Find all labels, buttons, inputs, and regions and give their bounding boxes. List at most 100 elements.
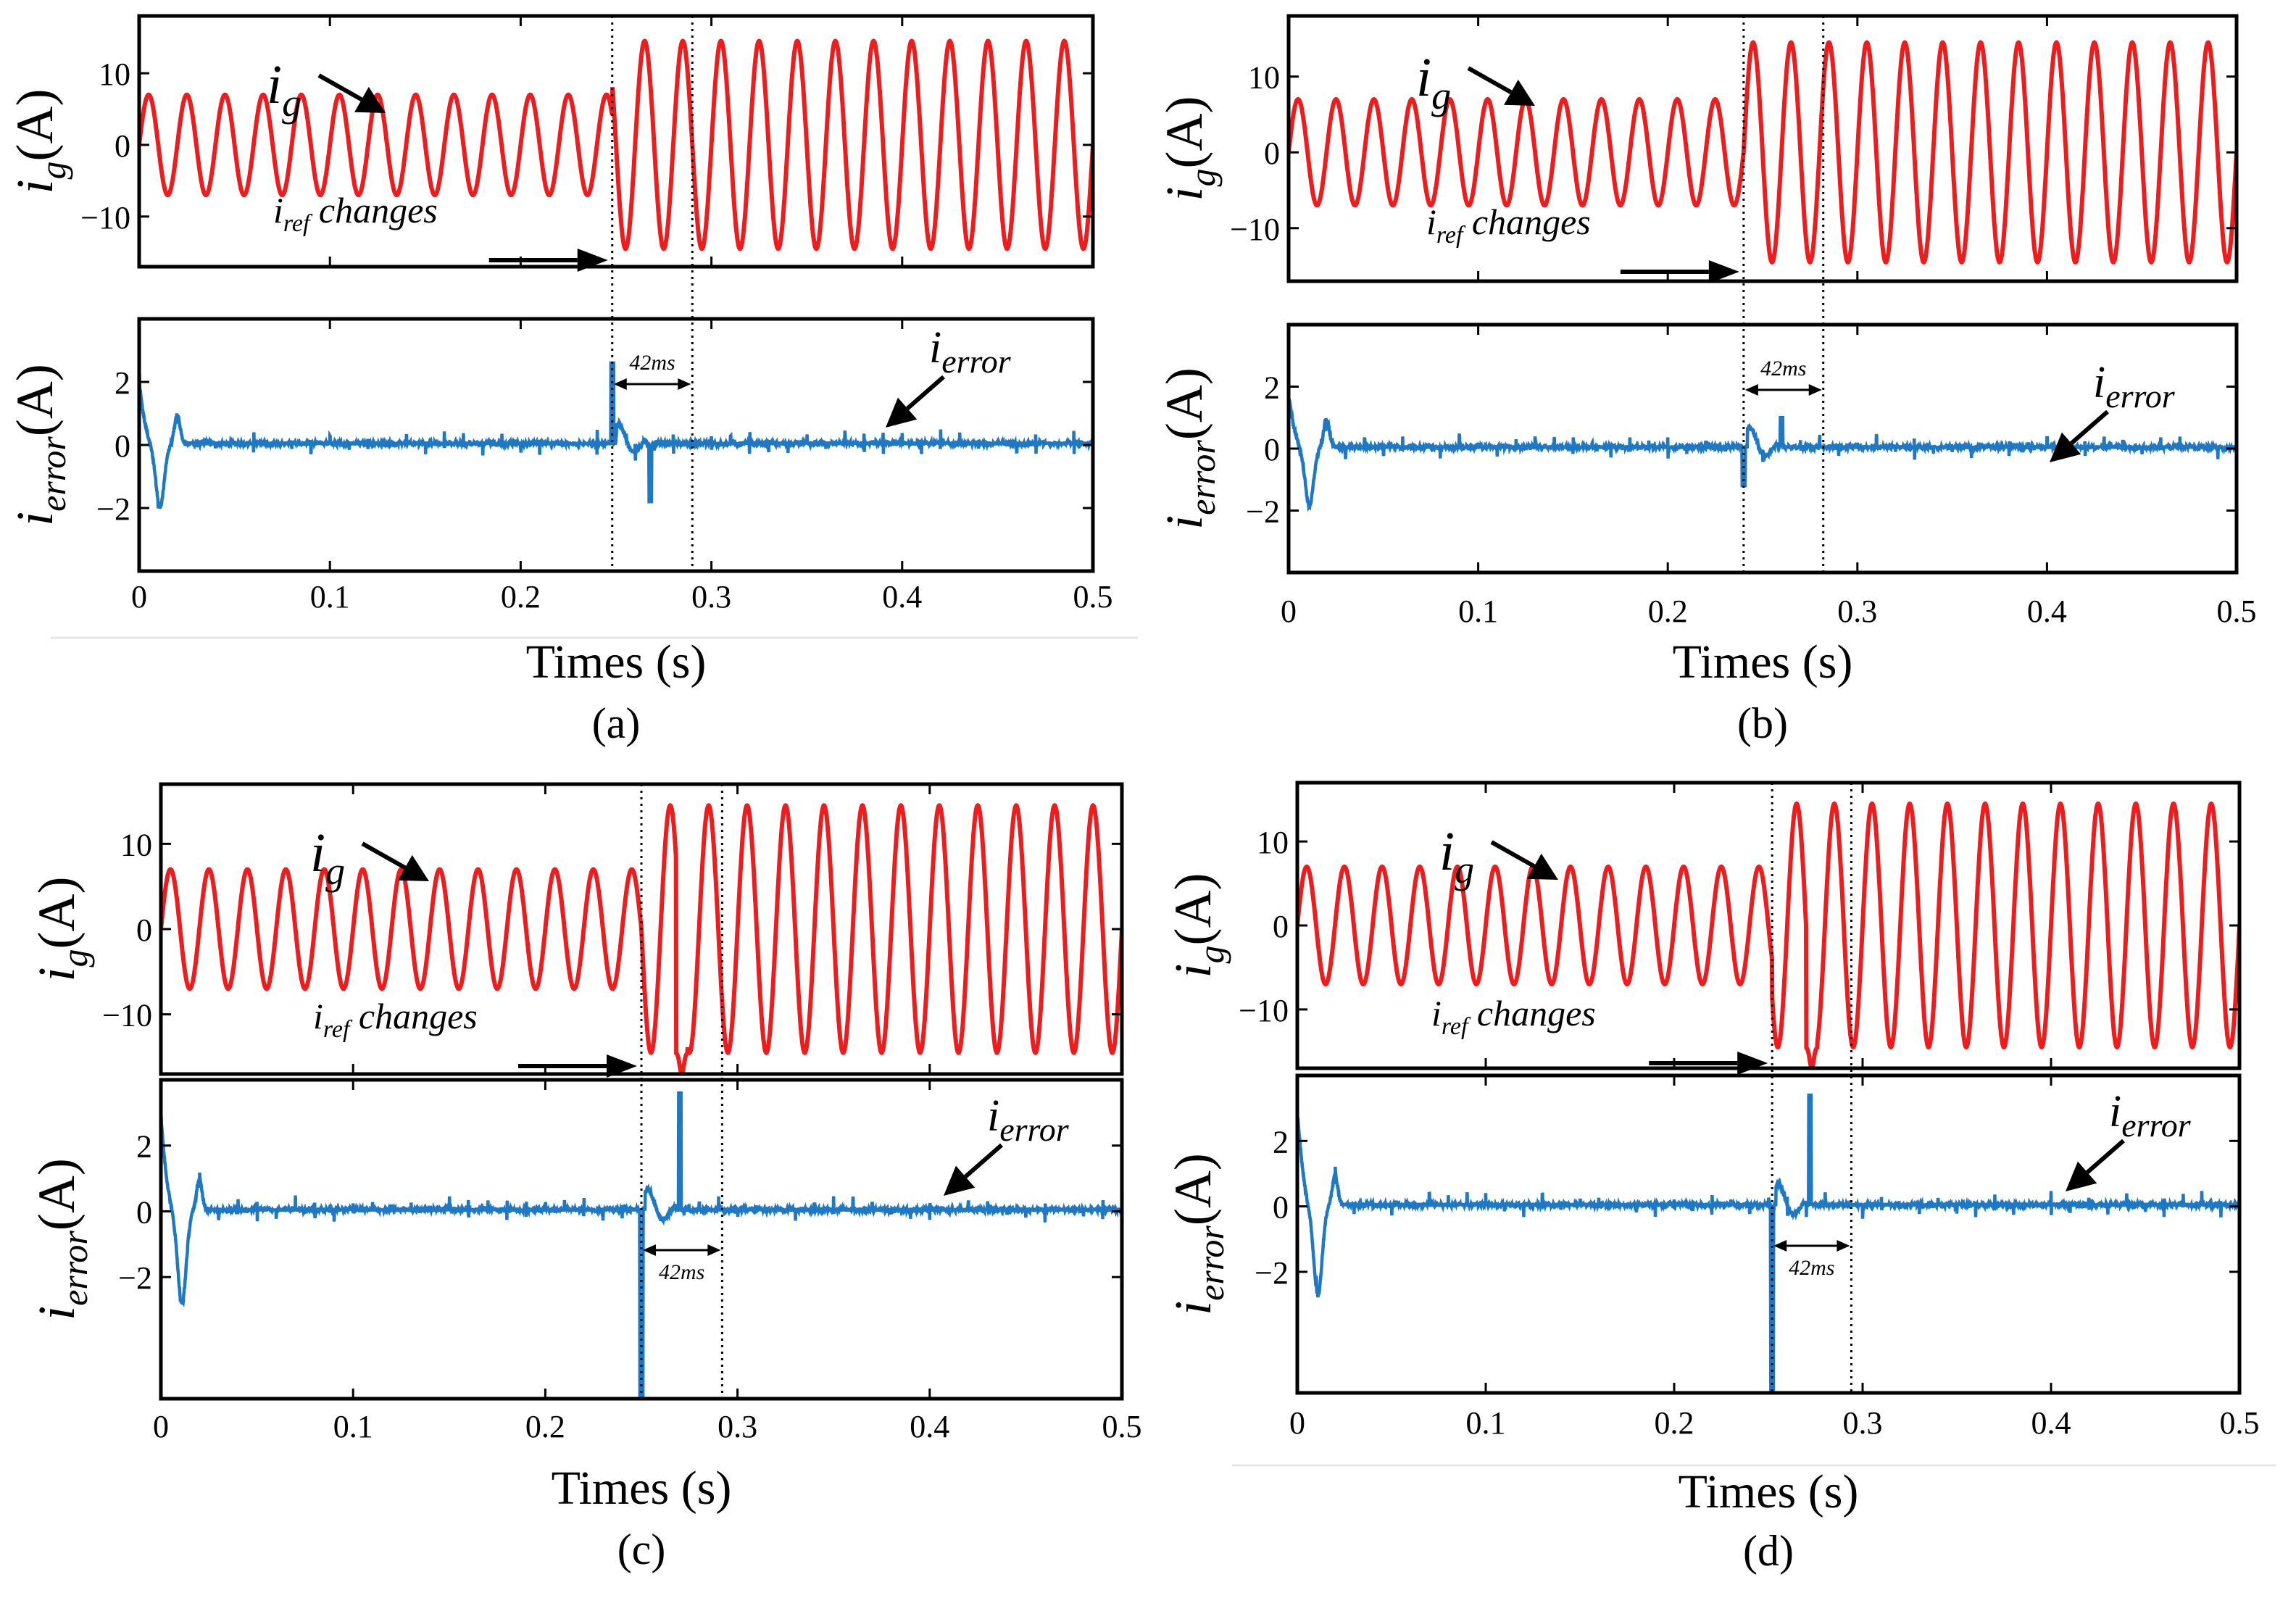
ierror-series-line — [1297, 1093, 2239, 1391]
top-ylabel-sub: g — [1182, 168, 1223, 186]
xtick-label: 0 — [153, 1409, 169, 1444]
xtick-label: 0.2 — [1648, 594, 1688, 629]
bottom-ylabel: ierror(A) — [1155, 367, 1223, 530]
iref-sub: ref — [283, 210, 313, 237]
xtick-label: 0.5 — [1073, 579, 1113, 615]
duration-arrow-head-left — [643, 1244, 656, 1256]
bottom-ylabel-main: i — [1155, 515, 1213, 530]
iref-changes-arrow-head — [1737, 1052, 1768, 1075]
panel-caption: (a) — [592, 699, 641, 747]
panel-caption: (c) — [617, 1526, 666, 1573]
iref-changes-arrow — [488, 249, 608, 272]
top-ytick-label: 0 — [1273, 909, 1289, 944]
top-ylabel-text: ig(A) — [1155, 96, 1223, 201]
iref-changes-text: iref changes — [313, 996, 478, 1043]
xtick-label: 0.5 — [1102, 1409, 1142, 1444]
ig-annotation-label: ig — [1439, 821, 1474, 891]
top-ytick-label: −10 — [1230, 212, 1280, 247]
iref-changes-text: iref changes — [1431, 993, 1596, 1040]
iref-changes-arrow-head — [1708, 260, 1739, 283]
ierror-main: i — [929, 323, 941, 373]
xtick-label: 0.4 — [882, 579, 922, 615]
ierror-annotation-label: ierror — [2109, 1087, 2192, 1144]
duration-label: 42ms — [1789, 1256, 1834, 1280]
ig-annotation-arrow-head — [1504, 79, 1535, 106]
top-ylabel-rest: (A) — [1164, 873, 1222, 946]
ierror-annotation-label: ierror — [2093, 358, 2176, 415]
ierror-series-line — [1289, 389, 2237, 512]
xtick-label: 0.2 — [525, 1409, 565, 1444]
xtick-label: 0 — [131, 579, 147, 615]
xtick-label: 0.3 — [691, 579, 731, 615]
iref-sub: ref — [1442, 1013, 1471, 1040]
bottom-ylabel-text: ierror(A) — [1155, 367, 1223, 530]
bottom-ylabel-text: ierror(A) — [6, 364, 73, 526]
ierror-sub: error — [2105, 378, 2176, 415]
top-ylabel-main: i — [6, 179, 64, 193]
iref-changes-arrow-head — [577, 249, 608, 272]
bottom-ytick-label: −2 — [96, 491, 130, 527]
ierror-annotation-text: ierror — [2093, 358, 2176, 415]
bottom-ylabel-rest: (A) — [28, 1158, 86, 1231]
bottom-ylabel-sub: error — [33, 436, 73, 512]
ierror-annotation-arrow — [886, 375, 945, 428]
bottom-ylabel: ierror(A) — [6, 364, 73, 526]
xtick-label: 0.3 — [1837, 594, 1877, 629]
duration-arrow-head-right — [1808, 384, 1822, 396]
top-ylabel-text: ig(A) — [28, 877, 95, 982]
duration-arrow-head-left — [613, 378, 627, 390]
top-axes-frame — [1286, 14, 2239, 283]
top-ylabel: ig(A) — [6, 89, 73, 194]
xtick-label: 0 — [1281, 594, 1297, 629]
top-ylabel-rest: (A) — [6, 89, 64, 162]
ig-annotation-arrow-head — [398, 854, 429, 881]
iref-changes-label: iref changes — [1426, 201, 1591, 249]
ierror-annotation-arrow — [944, 1143, 1003, 1196]
top-ytick-label: −10 — [80, 200, 130, 236]
bottom-ytick-label: −2 — [118, 1260, 152, 1296]
bottom-ylabel: ierror(A) — [1164, 1153, 1231, 1315]
duration-arrow-head-left — [1744, 384, 1758, 396]
ierror-annotation-arrow — [2050, 409, 2109, 462]
xtick-label: 0 — [1289, 1405, 1305, 1441]
iref-sub: ref — [1436, 222, 1466, 249]
ierror-annotation-arrow-shaft — [2086, 1139, 2125, 1174]
iref-changes-label: iref changes — [1431, 993, 1596, 1040]
iref-main: i — [1431, 993, 1442, 1033]
iref-rest: changes — [1468, 993, 1595, 1033]
duration-arrow — [643, 1244, 721, 1256]
duration-label: 42ms — [659, 1260, 704, 1284]
ierror-sub: error — [999, 1111, 1070, 1148]
duration-arrow-head-right — [1837, 1240, 1850, 1252]
ig-annotation-sub: g — [325, 849, 345, 893]
iref-changes-text: iref changes — [1426, 201, 1591, 249]
top-ylabel-sub: g — [33, 161, 73, 179]
bottom-ytick-label: 2 — [136, 1129, 152, 1165]
ierror-annotation-arrow-head — [2066, 1161, 2097, 1191]
duration-label: 42ms — [629, 351, 675, 375]
ig-annotation-main: i — [1416, 47, 1431, 108]
ierror-annotation-text: ierror — [987, 1091, 1070, 1148]
ierror-sub: error — [941, 343, 1012, 380]
ierror-annotation-text: ierror — [929, 323, 1012, 380]
xtick-label: 0.1 — [1466, 1405, 1506, 1441]
xaxis-label: Times (s) — [552, 1462, 732, 1515]
ig-annotation-label: ig — [310, 823, 345, 893]
xaxis-label: Times (s) — [1679, 1465, 1859, 1518]
ierror-annotation-arrow-shaft — [906, 375, 945, 410]
top-ytick-label: 0 — [115, 128, 130, 164]
ig-annotation-arrow — [1467, 66, 1535, 106]
xtick-label: 0.5 — [2217, 594, 2257, 629]
top-ylabel: ig(A) — [28, 877, 95, 982]
bottom-ylabel: ierror(A) — [28, 1158, 95, 1320]
top-ytick-label: −10 — [102, 998, 152, 1033]
top-ytick-label: 0 — [1264, 136, 1280, 171]
xtick-label: 0.4 — [2027, 594, 2067, 629]
ig-annotation-text: ig — [1416, 47, 1451, 117]
ierror-annotation-arrow-head — [886, 397, 918, 428]
